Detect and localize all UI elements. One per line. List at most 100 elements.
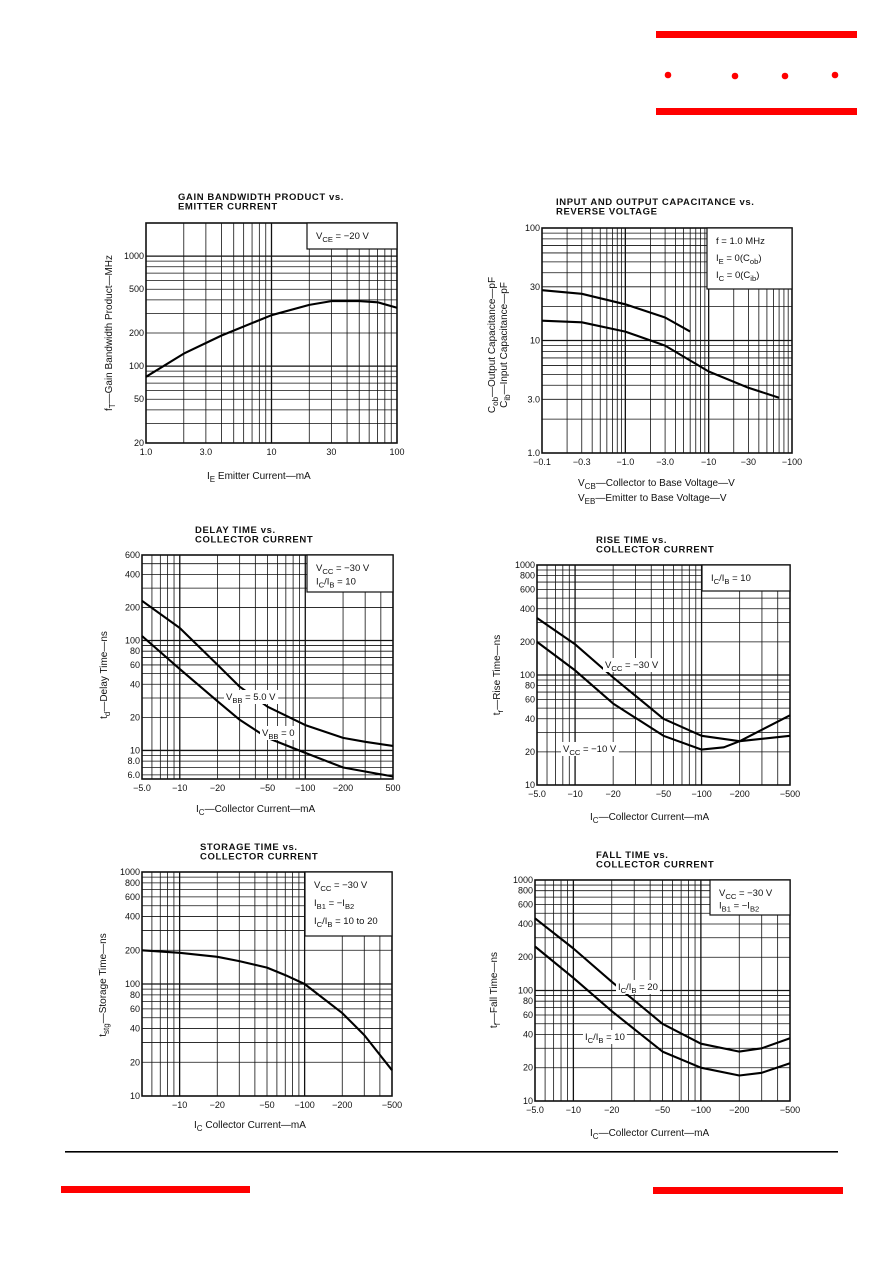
subscript: C [621,986,627,995]
text-segment: V [316,563,323,574]
text-segment: C [487,406,498,413]
series-label: VCC = −10 V [563,744,617,757]
x-tick-label: 500 [385,783,400,793]
text-segment: I [716,270,719,281]
x-tick-label: −200 [332,1100,352,1110]
x-tick-label: −50 [656,789,671,799]
x-tick-label: −100 [295,783,315,793]
text-segment: /I [626,982,631,993]
y-tick-label: 80 [523,996,533,1006]
x-tick-label: −10 [567,789,582,799]
subscript: CB [585,482,596,491]
legend-entry: f = 1.0 MHz [716,236,765,247]
plot-frame [541,227,793,454]
y-tick-label: 200 [125,602,140,612]
subscript: B1 [317,902,326,911]
footer-red-bar-left [61,1186,250,1193]
text-segment: = 10 [729,573,750,584]
series-label-background [561,742,619,756]
x-tick-label: −100 [782,457,802,467]
series-label: VBB = 0 [262,728,295,741]
x-tick-label: −200 [729,1105,749,1115]
x-tick-label: −1.0 [616,457,634,467]
series-label: VBB = 5.0 V [226,692,276,705]
x-tick-label: −100 [294,1100,314,1110]
series-line-IC/IB=20 [534,917,791,1053]
series-label-background [583,1030,627,1044]
text-segment: t [98,1034,109,1037]
text-segment: = −20 V [333,231,370,242]
series-line-1 [145,300,398,378]
subscript: CE [322,235,333,244]
y-tick-label: 60 [130,660,140,670]
text-segment: I [711,573,714,584]
subscript: B2 [750,905,759,914]
subscript: C [319,581,325,590]
y-tick-label: 20 [130,1057,140,1067]
text-segment: = 10 [603,1032,624,1043]
x-tick-label: −100 [691,789,711,799]
subscript: CC [322,567,333,576]
plot-frame [141,554,394,780]
text-segment: V [314,880,321,891]
chart-title: COLLECTOR CURRENT [596,545,714,556]
text-segment: —Fall Time—ns [489,952,500,1023]
text-segment: —Output Capacitance—pF [487,277,498,397]
text-segment: f [104,408,115,411]
y-tick-label: 100 [129,361,144,371]
y-tick-label: 8.0 [127,756,140,766]
text-segment: I [207,471,210,482]
y-tick-label: 200 [518,952,533,962]
header-decoration [656,31,857,115]
y-tick-label: 500 [129,284,144,294]
y-tick-label: 100 [125,636,140,646]
legend-entry: IC = 0(Cib) [716,270,759,283]
subscript: C [199,808,205,817]
series-line-IC/IB=10 [534,945,791,1077]
x-tick-label: −0.1 [533,457,551,467]
chart-title: COLLECTOR CURRENT [596,860,714,871]
header-red-dot [781,72,789,80]
text-segment: I [716,253,719,264]
subscript: C [317,920,323,929]
chart-title: GAIN BANDWIDTH PRODUCT vs. [178,192,344,203]
series-label: VCC = −30 V [605,660,659,673]
subscript: B [631,986,636,995]
text-segment: I [618,982,621,993]
legend-box: IC/IB = 10 [701,564,791,592]
x-axis-label: VCB—Collector to Base Voltage—V [578,478,735,491]
x-tick-label: −10 [172,1100,187,1110]
legend-frame [706,227,793,290]
legend-entry: IB1 = −IB2 [314,898,354,911]
x-tick-label: −20 [210,1100,225,1110]
text-segment: = −30 V [331,880,368,891]
text-segment: t [489,1025,500,1028]
subscript: d [103,712,112,716]
text-segment: V [578,478,585,489]
subscript: B [724,577,729,586]
subscript: CC [725,892,736,901]
text-segment: V [719,888,726,899]
legend-entry: IC/IB = 10 to 20 [314,916,378,929]
y-axis-label: fT—Gain Bandwidth Product—MHz [104,255,117,411]
y-tick-label: 800 [125,878,140,888]
series-line-VCC=-10 V [536,641,791,751]
text-segment: = −30 V [622,660,659,671]
text-segment: —Collector Current—mA [205,804,316,815]
y-tick-label: 1.0 [527,448,540,458]
charts: GAIN BANDWIDTH PRODUCT vs.EMITTER CURREN… [98,192,802,1141]
text-segment: I [590,812,593,823]
text-segment: = −30 V [333,563,370,574]
legend-entry: IC/IB = 10 [711,573,751,586]
text-segment: = −30 V [736,888,773,899]
x-tick-label: −50 [259,1100,274,1110]
x-tick-label: −20 [606,789,621,799]
y-tick-label: 1000 [120,867,140,877]
chart-1: GAIN BANDWIDTH PRODUCT vs.EMITTER CURREN… [104,192,405,484]
y-tick-label: 80 [130,990,140,1000]
y-tick-label: 10 [130,745,140,755]
subscript: B [327,920,332,929]
footer-red-bar-right [653,1187,843,1194]
series-label-background [260,726,297,740]
